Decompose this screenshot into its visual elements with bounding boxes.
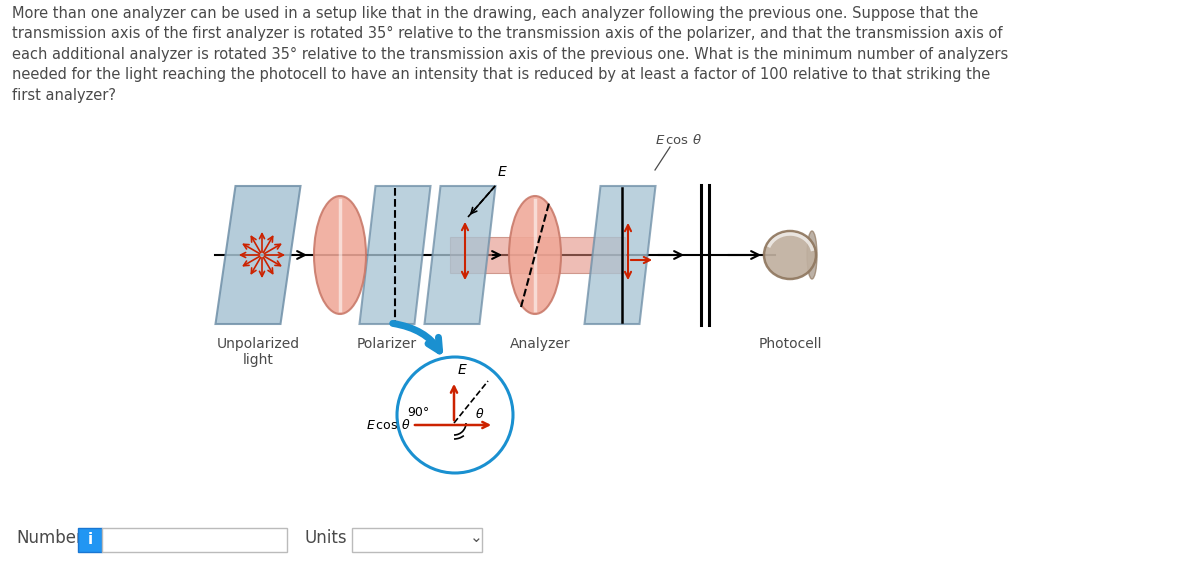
Text: Polarizer: Polarizer (356, 337, 417, 351)
Text: Unpolarized
light: Unpolarized light (216, 337, 300, 367)
Polygon shape (584, 186, 656, 324)
Polygon shape (425, 186, 496, 324)
Text: Units: Units (304, 529, 348, 547)
Ellipse shape (807, 231, 817, 279)
Text: More than one analyzer can be used in a setup like that in the drawing, each ana: More than one analyzer can be used in a … (12, 6, 1008, 102)
Text: E: E (458, 363, 467, 377)
Polygon shape (450, 237, 625, 273)
Text: E: E (498, 165, 506, 179)
Text: θ: θ (476, 408, 484, 422)
Text: ⌄: ⌄ (470, 530, 483, 546)
Polygon shape (360, 186, 431, 324)
Text: 90°: 90° (408, 407, 430, 419)
Ellipse shape (763, 231, 817, 279)
Ellipse shape (314, 196, 366, 314)
Polygon shape (216, 186, 301, 324)
Text: Number: Number (17, 529, 83, 547)
Text: Analyzer: Analyzer (510, 337, 570, 351)
Text: $E\,\cos\,\theta$: $E\,\cos\,\theta$ (366, 418, 409, 432)
Text: Photocell: Photocell (759, 337, 821, 351)
Ellipse shape (509, 196, 560, 314)
Bar (78, 528, 101, 552)
Text: $E\,\cos\,\theta$: $E\,\cos\,\theta$ (655, 133, 701, 147)
Text: i: i (87, 533, 92, 547)
Bar (352, 528, 481, 552)
Circle shape (396, 357, 513, 473)
Bar (101, 528, 287, 552)
